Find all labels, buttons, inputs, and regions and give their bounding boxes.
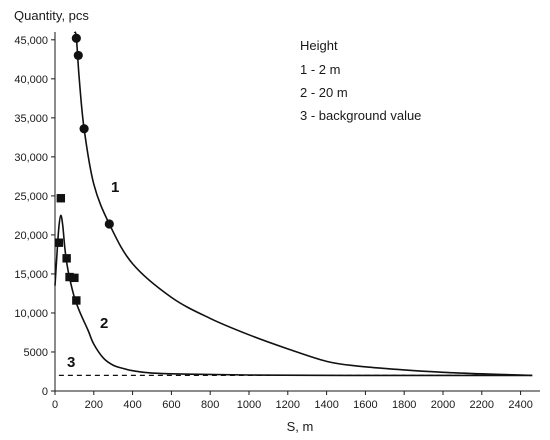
y-tick-label: 35,000: [14, 113, 48, 125]
series-1-point: [104, 219, 114, 229]
series-label-3: 3: [67, 354, 75, 371]
y-tick-label: 15,000: [14, 269, 48, 281]
x-ticks: 0 200 400 600 800 1000 1200 1400 1600 1800 2000 220…: [52, 391, 533, 411]
x-tick-label: 1000: [237, 399, 261, 411]
x-tick-label: 400: [123, 399, 141, 411]
x-tick-label: 1600: [353, 399, 377, 411]
series-label-2: 2: [100, 315, 108, 332]
legend-entry-2: 2 - 20 m: [300, 85, 348, 100]
x-axis-title: S, m: [287, 419, 314, 434]
legend-entry-3: 3 - background value: [300, 108, 421, 123]
series-2-point: [56, 194, 66, 203]
axes: [54, 32, 540, 392]
y-tick-label: 30,000: [14, 152, 48, 164]
x-tick-label: 1200: [276, 399, 300, 411]
y-ticks: 0 5000 10,000 15,000 20,000 25,000 30,000 35,00…: [14, 35, 55, 398]
series-1-point: [79, 124, 89, 134]
y-tick-label: 20,000: [14, 230, 48, 242]
series-label-1: 1: [111, 179, 119, 196]
y-axis-title: Quantity, pcs: [14, 8, 89, 23]
legend-entry-1: 1 - 2 m: [300, 62, 340, 77]
x-tick-label: 800: [201, 399, 219, 411]
series-2-point: [65, 272, 74, 282]
x-tick-label: 1800: [392, 399, 416, 411]
legend-title: Height: [300, 38, 338, 53]
legend: Height 1 - 2 m 2 - 20 m 3 - background v…: [300, 38, 421, 123]
y-tick-label: 5000: [24, 347, 48, 359]
series-2-point: [62, 254, 71, 263]
series-2-point: [70, 273, 79, 283]
series-2-point: [72, 296, 81, 305]
y-tick-label: 45,000: [14, 35, 48, 47]
x-tick-label: 200: [85, 399, 103, 411]
series-curves: [54, 31, 533, 377]
y-tick-label: 40,000: [14, 74, 48, 86]
y-tick-label: 0: [42, 386, 48, 398]
x-tick-label: 2000: [431, 399, 455, 411]
x-tick-label: 1400: [314, 399, 338, 411]
series-markers: [54, 33, 114, 305]
y-tick-label: 25,000: [14, 191, 48, 203]
x-tick-label: 600: [162, 399, 180, 411]
series-1-point: [73, 50, 83, 61]
x-tick-label: 2400: [508, 399, 532, 411]
x-tick-label: 0: [52, 399, 58, 411]
y-tick-label: 10,000: [14, 308, 48, 320]
series-1-point: [71, 33, 81, 43]
series-1-line: [73, 31, 533, 377]
x-tick-label: 2200: [470, 399, 494, 411]
series-2-point: [54, 238, 64, 247]
